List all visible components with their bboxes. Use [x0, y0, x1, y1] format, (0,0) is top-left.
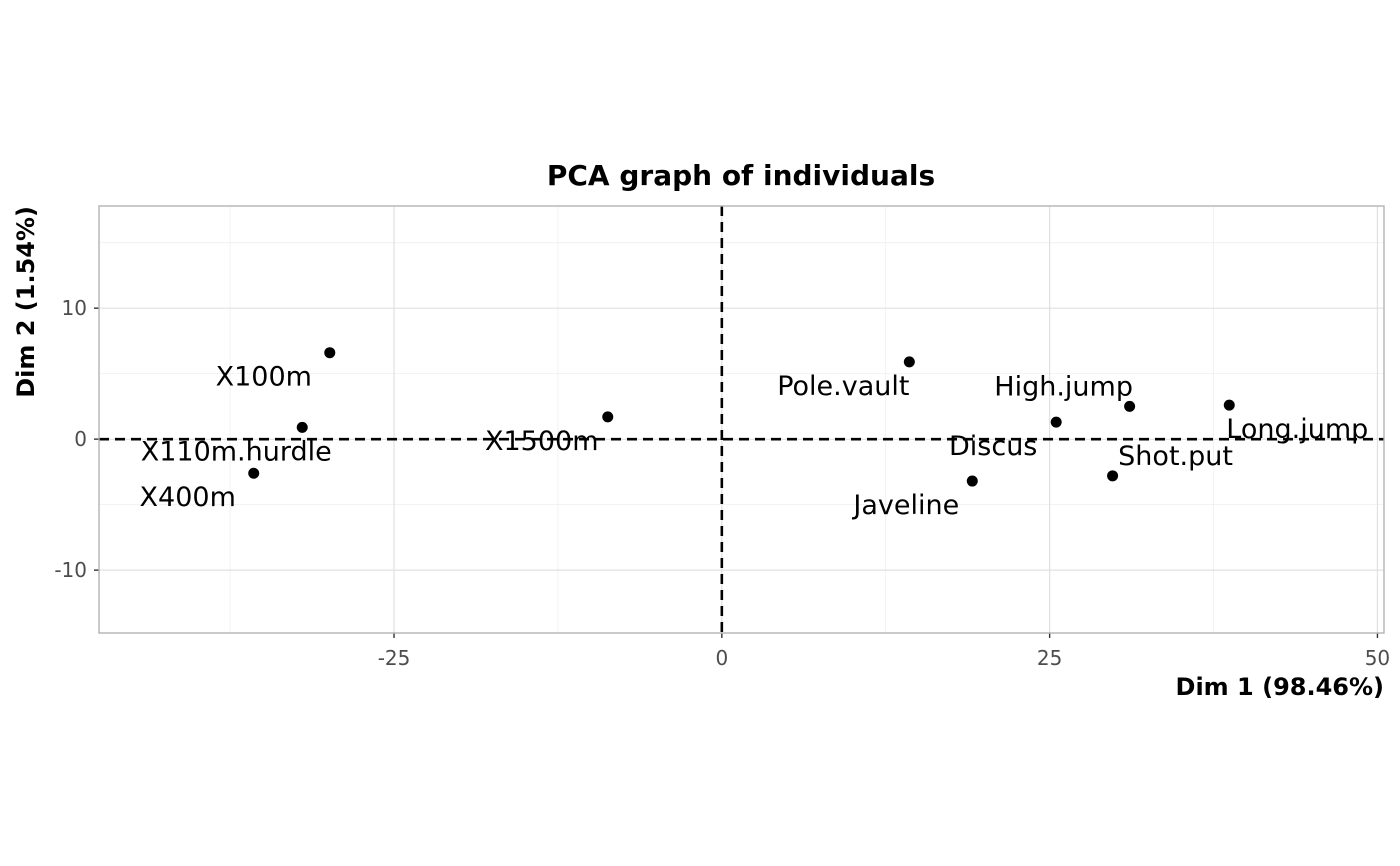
panel-border	[98, 205, 1385, 634]
point-shot-put	[1107, 470, 1119, 482]
point-label-x110m-hurdle: X110m.hurdle	[141, 436, 332, 467]
point-discus	[1050, 416, 1062, 428]
y-tick-label: 10	[62, 296, 87, 320]
point-label-discus: Discus	[949, 431, 1037, 462]
y-axis-title: Dim 2 (1.54%)	[12, 206, 40, 398]
x-tick-label: 50	[1365, 646, 1390, 670]
point-x110m-hurdle	[296, 421, 308, 433]
y-tick-label: 0	[74, 427, 87, 451]
chart-title: PCA graph of individuals	[547, 159, 935, 192]
x-tick-label: -25	[378, 646, 411, 670]
point-label-x400m: X400m	[140, 482, 236, 513]
point-label-x100m: X100m	[216, 362, 312, 393]
ticks-layer: -25 0 25 50 -10 0 10	[54, 296, 1390, 670]
point-label-high-jump: High.jump	[994, 371, 1133, 402]
point-javeline	[966, 475, 978, 487]
grid-layer	[99, 206, 1384, 633]
point-labels-layer: X100m X110m.hurdle X400m X1500m Pole.vault Hi…	[140, 362, 1369, 521]
reference-lines	[99, 206, 1384, 633]
point-label-pole-vault: Pole.vault	[777, 371, 909, 402]
point-high-jump	[1124, 400, 1136, 412]
point-label-long-jump: Long.jump	[1226, 414, 1368, 445]
point-pole-vault	[903, 356, 915, 368]
point-x100m	[324, 347, 336, 359]
point-x1500m	[602, 411, 614, 423]
x-tick-label: 0	[715, 646, 728, 670]
x-tick-label: 25	[1037, 646, 1062, 670]
point-long-jump	[1223, 399, 1235, 411]
point-label-x1500m: X1500m	[485, 426, 599, 457]
point-x400m	[248, 467, 260, 479]
point-label-shot-put: Shot.put	[1118, 441, 1233, 472]
points-layer	[248, 347, 1235, 487]
x-axis-title: Dim 1 (98.46%)	[1176, 673, 1384, 701]
point-label-javeline: Javeline	[851, 490, 959, 521]
y-tick-label: -10	[54, 558, 87, 582]
